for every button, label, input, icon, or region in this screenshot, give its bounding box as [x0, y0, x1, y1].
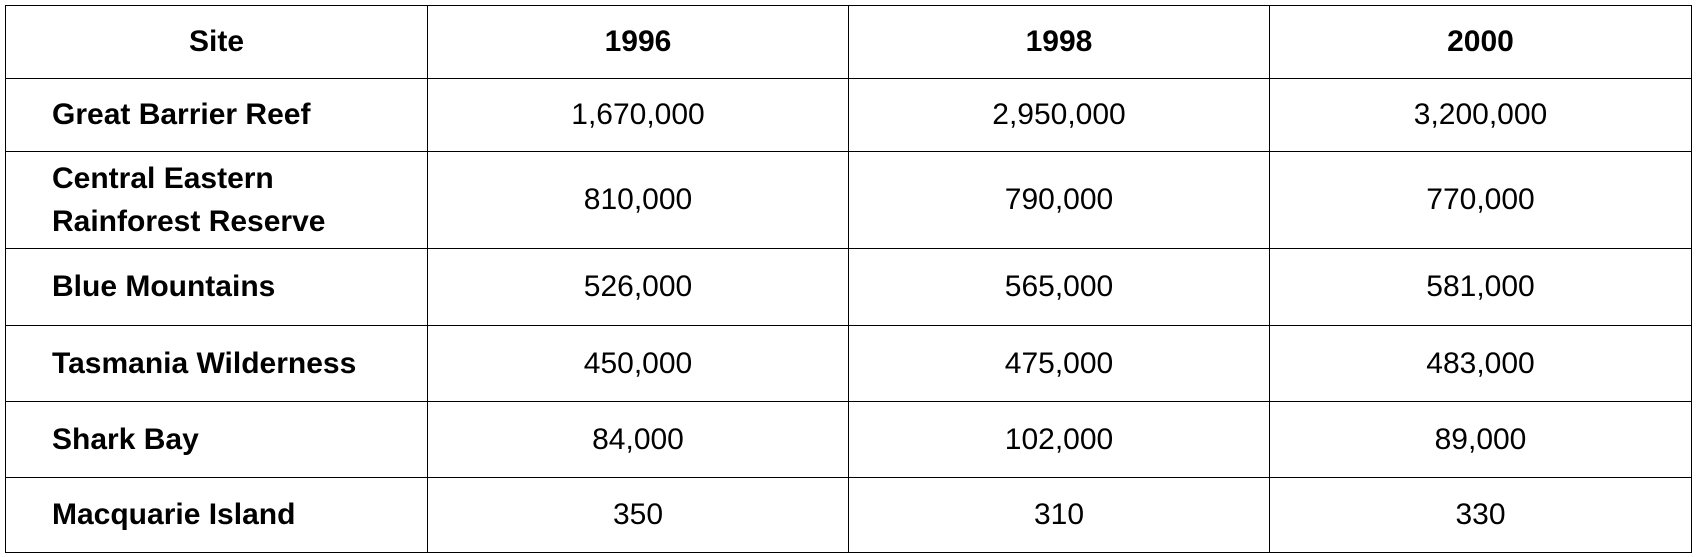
table-row: Central Eastern Rainforest Reserve 810,00…: [5, 151, 1692, 249]
site-cell: Macquarie Island: [5, 477, 428, 553]
table-row: Blue Mountains 526,000 565,000 581,000: [5, 248, 1692, 326]
data-table: Site 1996 1998 2000 Great Barrier Reef 1,670…: [5, 5, 1692, 553]
table-row: Macquarie Island 350 310 330: [5, 477, 1692, 553]
site-cell: Shark Bay: [5, 401, 428, 478]
value-cell: 1,670,000: [427, 78, 849, 152]
value-cell: 483,000: [1269, 325, 1692, 402]
value-cell: 790,000: [848, 151, 1270, 249]
value-cell: 581,000: [1269, 248, 1692, 326]
value-cell: 475,000: [848, 325, 1270, 402]
header-cell: 2000: [1269, 5, 1692, 79]
value-cell: 310: [848, 477, 1270, 553]
header-row: Site 1996 1998 2000: [5, 5, 1692, 79]
value-cell: 330: [1269, 477, 1692, 553]
site-cell: Blue Mountains: [5, 248, 428, 326]
site-cell: Central Eastern Rainforest Reserve: [5, 151, 428, 249]
value-cell: 3,200,000: [1269, 78, 1692, 152]
value-cell: 2,950,000: [848, 78, 1270, 152]
table-container: Site 1996 1998 2000 Great Barrier Reef 1,670…: [5, 5, 1692, 553]
header-cell: 1996: [427, 5, 849, 79]
value-cell: 84,000: [427, 401, 849, 478]
table-row: Great Barrier Reef 1,670,000 2,950,000 3,20…: [5, 78, 1692, 152]
value-cell: 565,000: [848, 248, 1270, 326]
value-cell: 102,000: [848, 401, 1270, 478]
site-cell: Tasmania Wilderness: [5, 325, 428, 402]
value-cell: 810,000: [427, 151, 849, 249]
value-cell: 770,000: [1269, 151, 1692, 249]
header-cell: 1998: [848, 5, 1270, 79]
header-cell: Site: [5, 5, 428, 79]
value-cell: 450,000: [427, 325, 849, 402]
value-cell: 89,000: [1269, 401, 1692, 478]
value-cell: 526,000: [427, 248, 849, 326]
site-cell: Great Barrier Reef: [5, 78, 428, 152]
value-cell: 350: [427, 477, 849, 553]
table-row: Tasmania Wilderness 450,000 475,000 483,000: [5, 325, 1692, 402]
table-row: Shark Bay 84,000 102,000 89,000: [5, 401, 1692, 478]
